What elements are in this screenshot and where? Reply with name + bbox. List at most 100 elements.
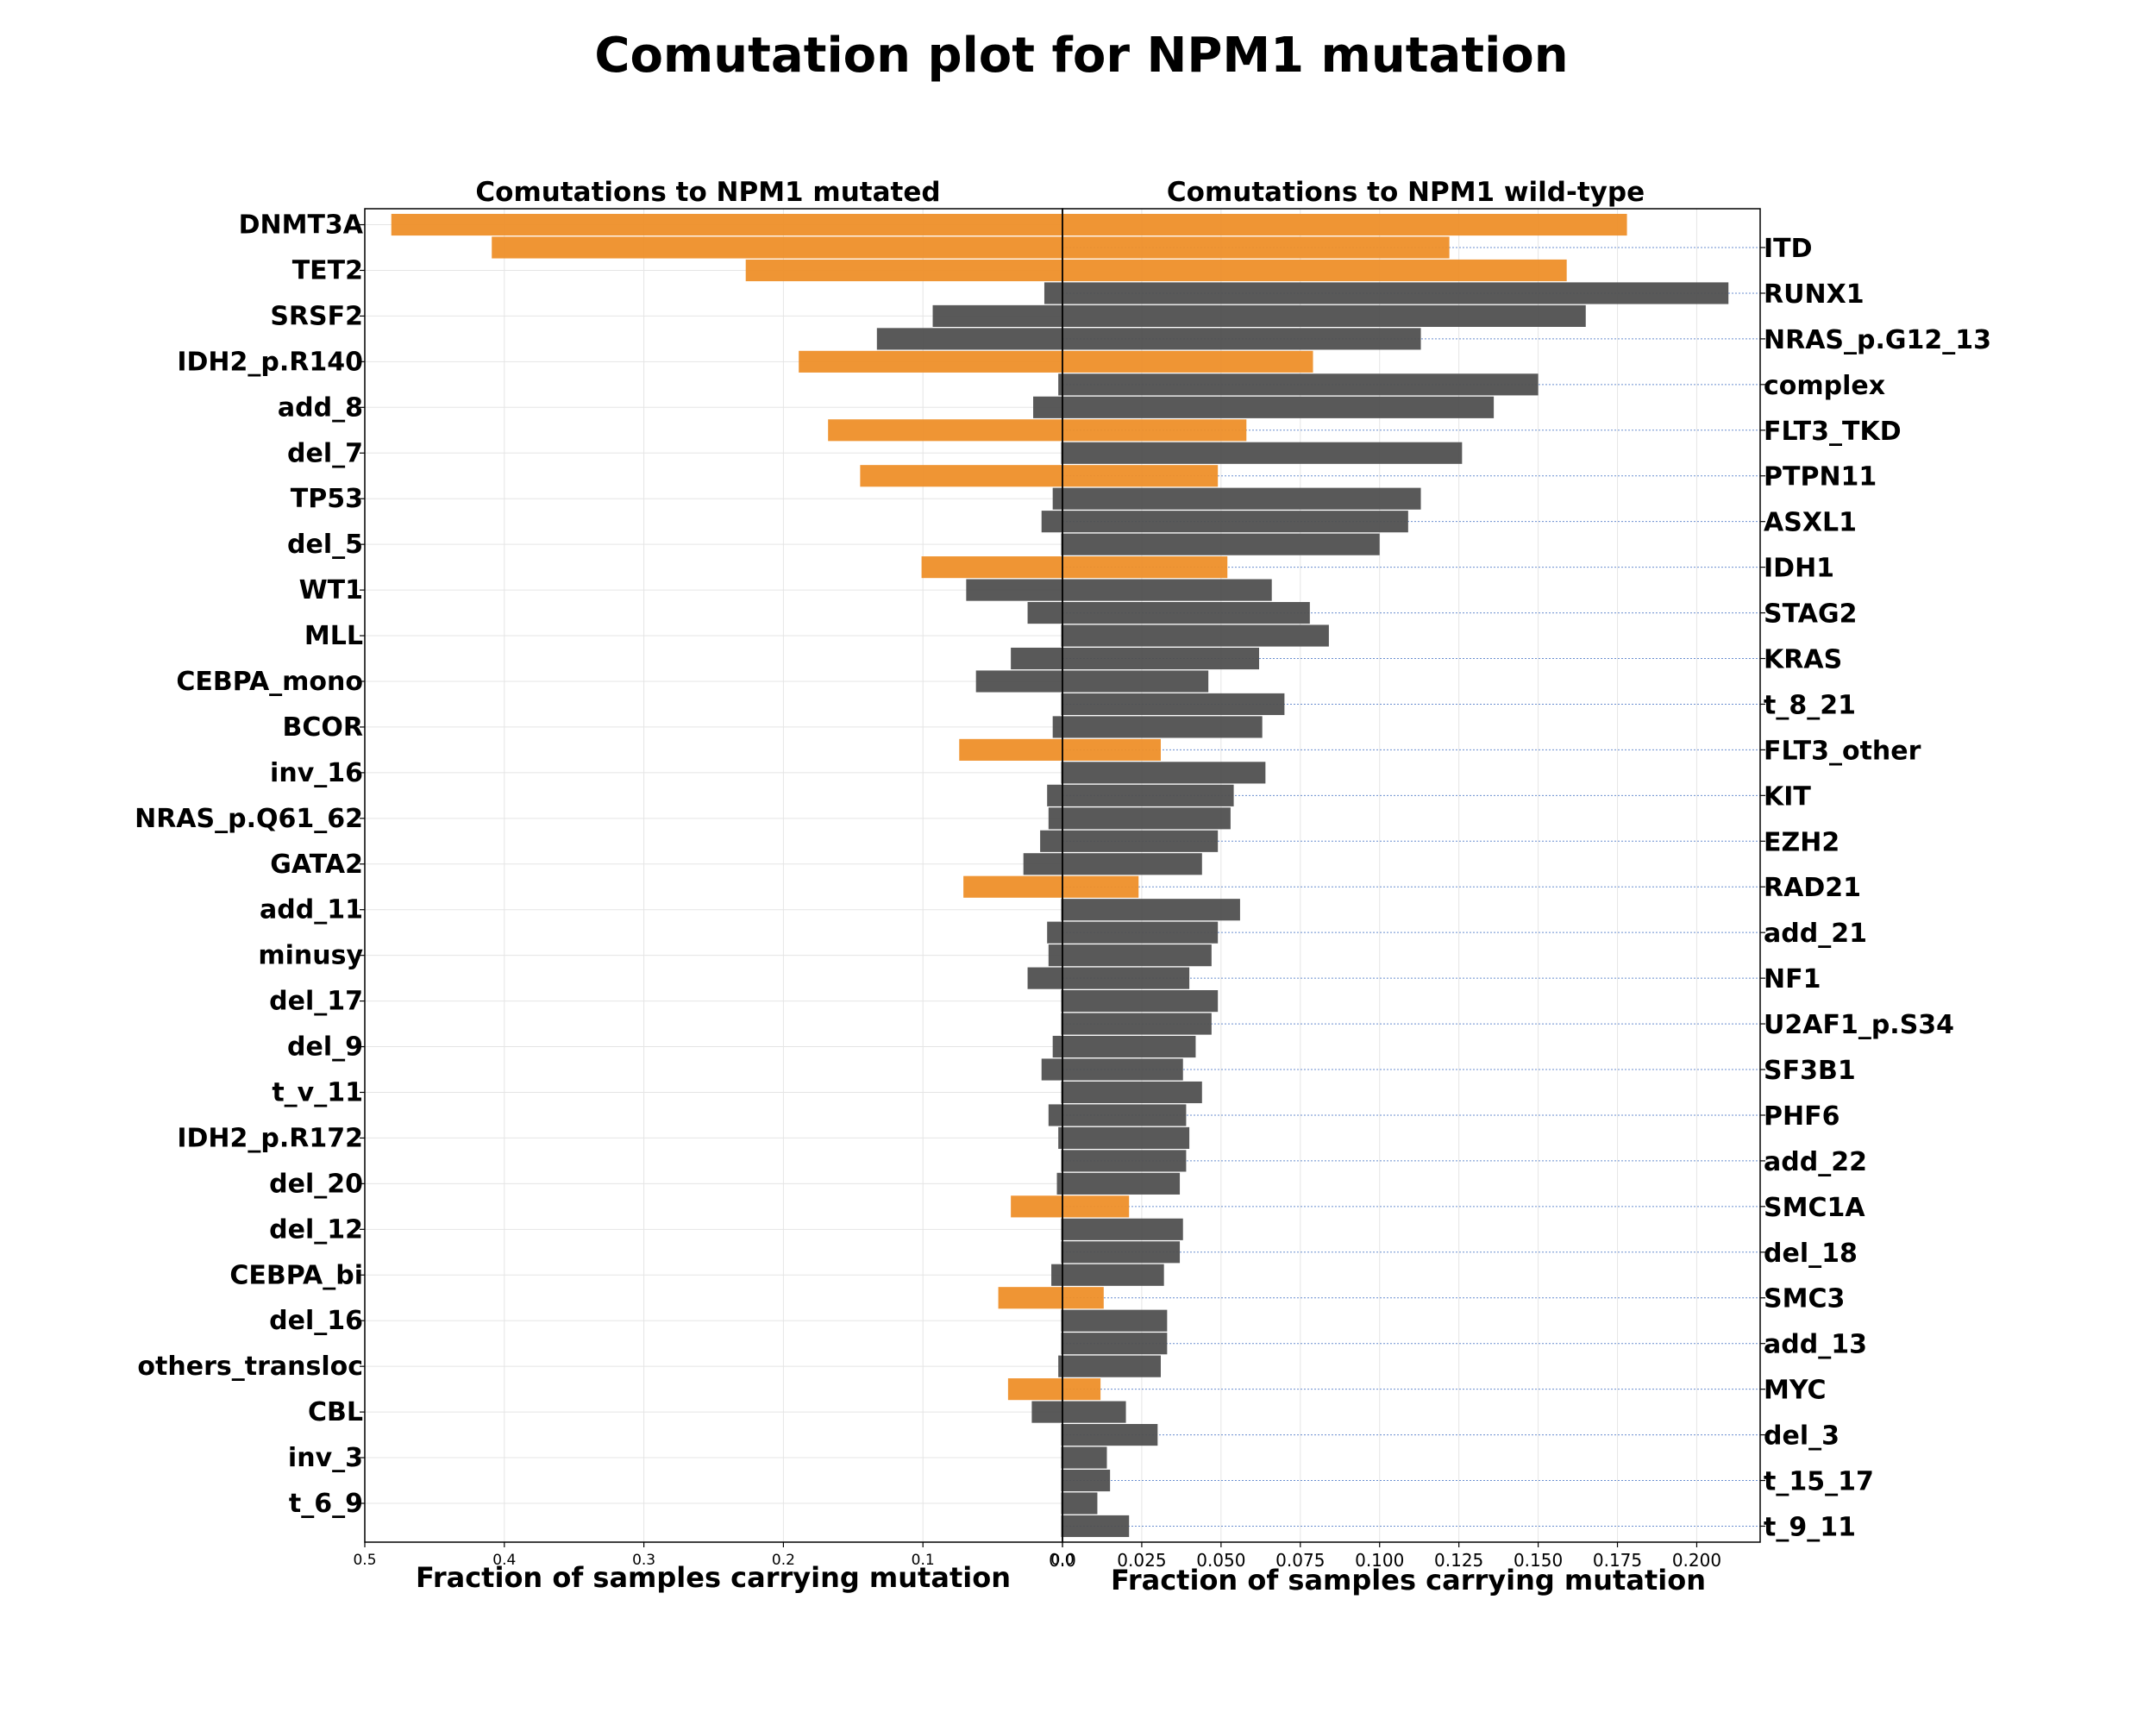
left-bar-50 bbox=[1058, 1355, 1062, 1377]
left-bar-11 bbox=[860, 465, 1062, 487]
right-gene-label-18: SF3B1 bbox=[1764, 1056, 1856, 1086]
right-x-axis-label: Fraction of samples carrying mutation bbox=[1111, 1564, 1706, 1596]
left-gene-label-14: GATA2 bbox=[270, 850, 363, 880]
left-bar-15 bbox=[921, 556, 1062, 579]
right-gene-label-7: IDH1 bbox=[1764, 554, 1834, 584]
left-gene-label-15: add_11 bbox=[260, 895, 363, 925]
left-gene-label-12: inv_16 bbox=[270, 758, 363, 788]
left-gene-label-28: t_6_9 bbox=[289, 1489, 363, 1519]
left-gene-label-5: del_7 bbox=[287, 438, 363, 468]
right-bar-12 bbox=[1062, 487, 1421, 510]
left-gene-label-25: others_transloc bbox=[137, 1352, 363, 1382]
chart-title: Comutation plot for NPM1 mutation bbox=[594, 28, 1568, 84]
right-gene-label-5: PTPN11 bbox=[1764, 462, 1877, 492]
left-gene-label-23: CEBPA_bi bbox=[229, 1260, 363, 1290]
right-gene-label-26: del_3 bbox=[1764, 1421, 1839, 1452]
right-bar-24 bbox=[1062, 762, 1266, 784]
left-gene-label-10: CEBPA_mono bbox=[176, 667, 363, 697]
right-bar-49 bbox=[1062, 1333, 1168, 1355]
right-bar-22 bbox=[1062, 716, 1263, 738]
right-bar-1 bbox=[1062, 236, 1450, 259]
right-bar-37 bbox=[1062, 1058, 1183, 1081]
right-gene-label-15: add_21 bbox=[1764, 919, 1867, 949]
right-gene-label-0: ITD bbox=[1764, 234, 1813, 264]
left-bar-25 bbox=[1047, 784, 1062, 806]
right-panel-subtitle: Comutations to NPM1 wild-type bbox=[1167, 177, 1645, 208]
right-bar-7 bbox=[1062, 373, 1539, 396]
left-bar-29 bbox=[963, 875, 1062, 898]
right-gene-label-23: SMC3 bbox=[1764, 1284, 1845, 1314]
left-gridlines bbox=[364, 209, 1063, 1542]
right-bar-46 bbox=[1062, 1264, 1164, 1286]
left-bar-46 bbox=[1051, 1264, 1062, 1286]
right-bar-17 bbox=[1062, 601, 1310, 624]
left-gene-label-19: t_v_11 bbox=[272, 1077, 363, 1107]
right-bar-33 bbox=[1062, 967, 1190, 989]
left-bar-3 bbox=[1044, 282, 1062, 304]
left-panel-subtitle: Comutations to NPM1 mutated bbox=[475, 177, 940, 208]
left-gene-label-4: add_8 bbox=[278, 392, 363, 423]
right-bar-4 bbox=[1062, 304, 1586, 327]
right-gene-label-9: KRAS bbox=[1764, 645, 1842, 675]
right-bar-23 bbox=[1062, 738, 1161, 761]
right-gene-label-27: t_15_17 bbox=[1764, 1467, 1874, 1497]
right-bar-21 bbox=[1062, 693, 1285, 716]
right-tick-label-6: 0.150 bbox=[1514, 1550, 1563, 1571]
right-bar-55 bbox=[1062, 1469, 1111, 1492]
right-gene-label-2: NRAS_p.G12_13 bbox=[1764, 325, 1991, 355]
left-gene-label-11: BCOR bbox=[283, 712, 364, 743]
right-gene-label-19: PHF6 bbox=[1764, 1101, 1839, 1132]
right-bar-41 bbox=[1062, 1150, 1187, 1172]
right-gene-label-22: del_18 bbox=[1764, 1239, 1858, 1269]
right-bar-29 bbox=[1062, 875, 1139, 898]
right-bar-50 bbox=[1062, 1355, 1161, 1377]
right-gene-label-11: FLT3_other bbox=[1764, 736, 1921, 766]
left-gene-label-24: del_16 bbox=[269, 1306, 363, 1336]
left-bar-52 bbox=[1031, 1401, 1062, 1423]
left-bar-22 bbox=[1052, 716, 1062, 738]
right-bar-44 bbox=[1062, 1218, 1183, 1240]
right-bar-52 bbox=[1062, 1401, 1126, 1423]
left-bar-19 bbox=[1011, 647, 1062, 670]
right-bar-53 bbox=[1062, 1424, 1158, 1446]
right-gene-label-16: NF1 bbox=[1764, 964, 1821, 994]
right-bar-48 bbox=[1062, 1309, 1168, 1332]
left-tick-label-3: 0.2 bbox=[772, 1552, 795, 1569]
left-axes-frame bbox=[364, 208, 1063, 1543]
right-bar-0 bbox=[1062, 213, 1627, 236]
right-bar-36 bbox=[1062, 1035, 1196, 1058]
left-bar-27 bbox=[1040, 830, 1062, 852]
right-bar-28 bbox=[1062, 853, 1202, 875]
left-bar-0 bbox=[391, 213, 1062, 236]
left-bars bbox=[391, 213, 1062, 1538]
left-bar-32 bbox=[1048, 944, 1062, 967]
left-gene-label-2: SRSF2 bbox=[270, 301, 363, 331]
right-bar-6 bbox=[1062, 350, 1313, 373]
left-gene-label-7: del_5 bbox=[287, 530, 363, 560]
right-bar-56 bbox=[1062, 1492, 1098, 1515]
left-x-axis-label: Fraction of samples carrying mutation bbox=[416, 1561, 1011, 1594]
right-bar-40 bbox=[1062, 1126, 1190, 1150]
right-bar-10 bbox=[1062, 442, 1463, 464]
right-gene-label-6: ASXL1 bbox=[1764, 508, 1857, 538]
right-bar-54 bbox=[1062, 1446, 1107, 1469]
right-bar-18 bbox=[1062, 624, 1329, 647]
left-gene-label-17: del_17 bbox=[269, 987, 363, 1017]
right-tick-label-3: 0.075 bbox=[1275, 1550, 1325, 1571]
right-bar-14 bbox=[1062, 533, 1380, 555]
left-tick-label-1: 0.4 bbox=[492, 1552, 516, 1569]
right-bar-57 bbox=[1062, 1515, 1130, 1538]
left-bar-47 bbox=[998, 1287, 1062, 1309]
left-gene-label-1: TET2 bbox=[292, 255, 363, 285]
right-gene-label-10: t_8_21 bbox=[1764, 690, 1856, 720]
right-bar-26 bbox=[1062, 807, 1231, 830]
left-gene-label-9: MLL bbox=[304, 621, 363, 651]
right-gene-label-17: U2AF1_p.S34 bbox=[1764, 1010, 1954, 1040]
left-bar-51 bbox=[1007, 1378, 1062, 1401]
right-gene-label-12: KIT bbox=[1764, 781, 1811, 812]
left-tick-label-5: 0.0 bbox=[1050, 1552, 1074, 1569]
right-bar-47 bbox=[1062, 1287, 1104, 1309]
left-bar-4 bbox=[932, 304, 1062, 327]
right-bar-32 bbox=[1062, 944, 1212, 967]
left-bar-12 bbox=[1052, 487, 1062, 510]
